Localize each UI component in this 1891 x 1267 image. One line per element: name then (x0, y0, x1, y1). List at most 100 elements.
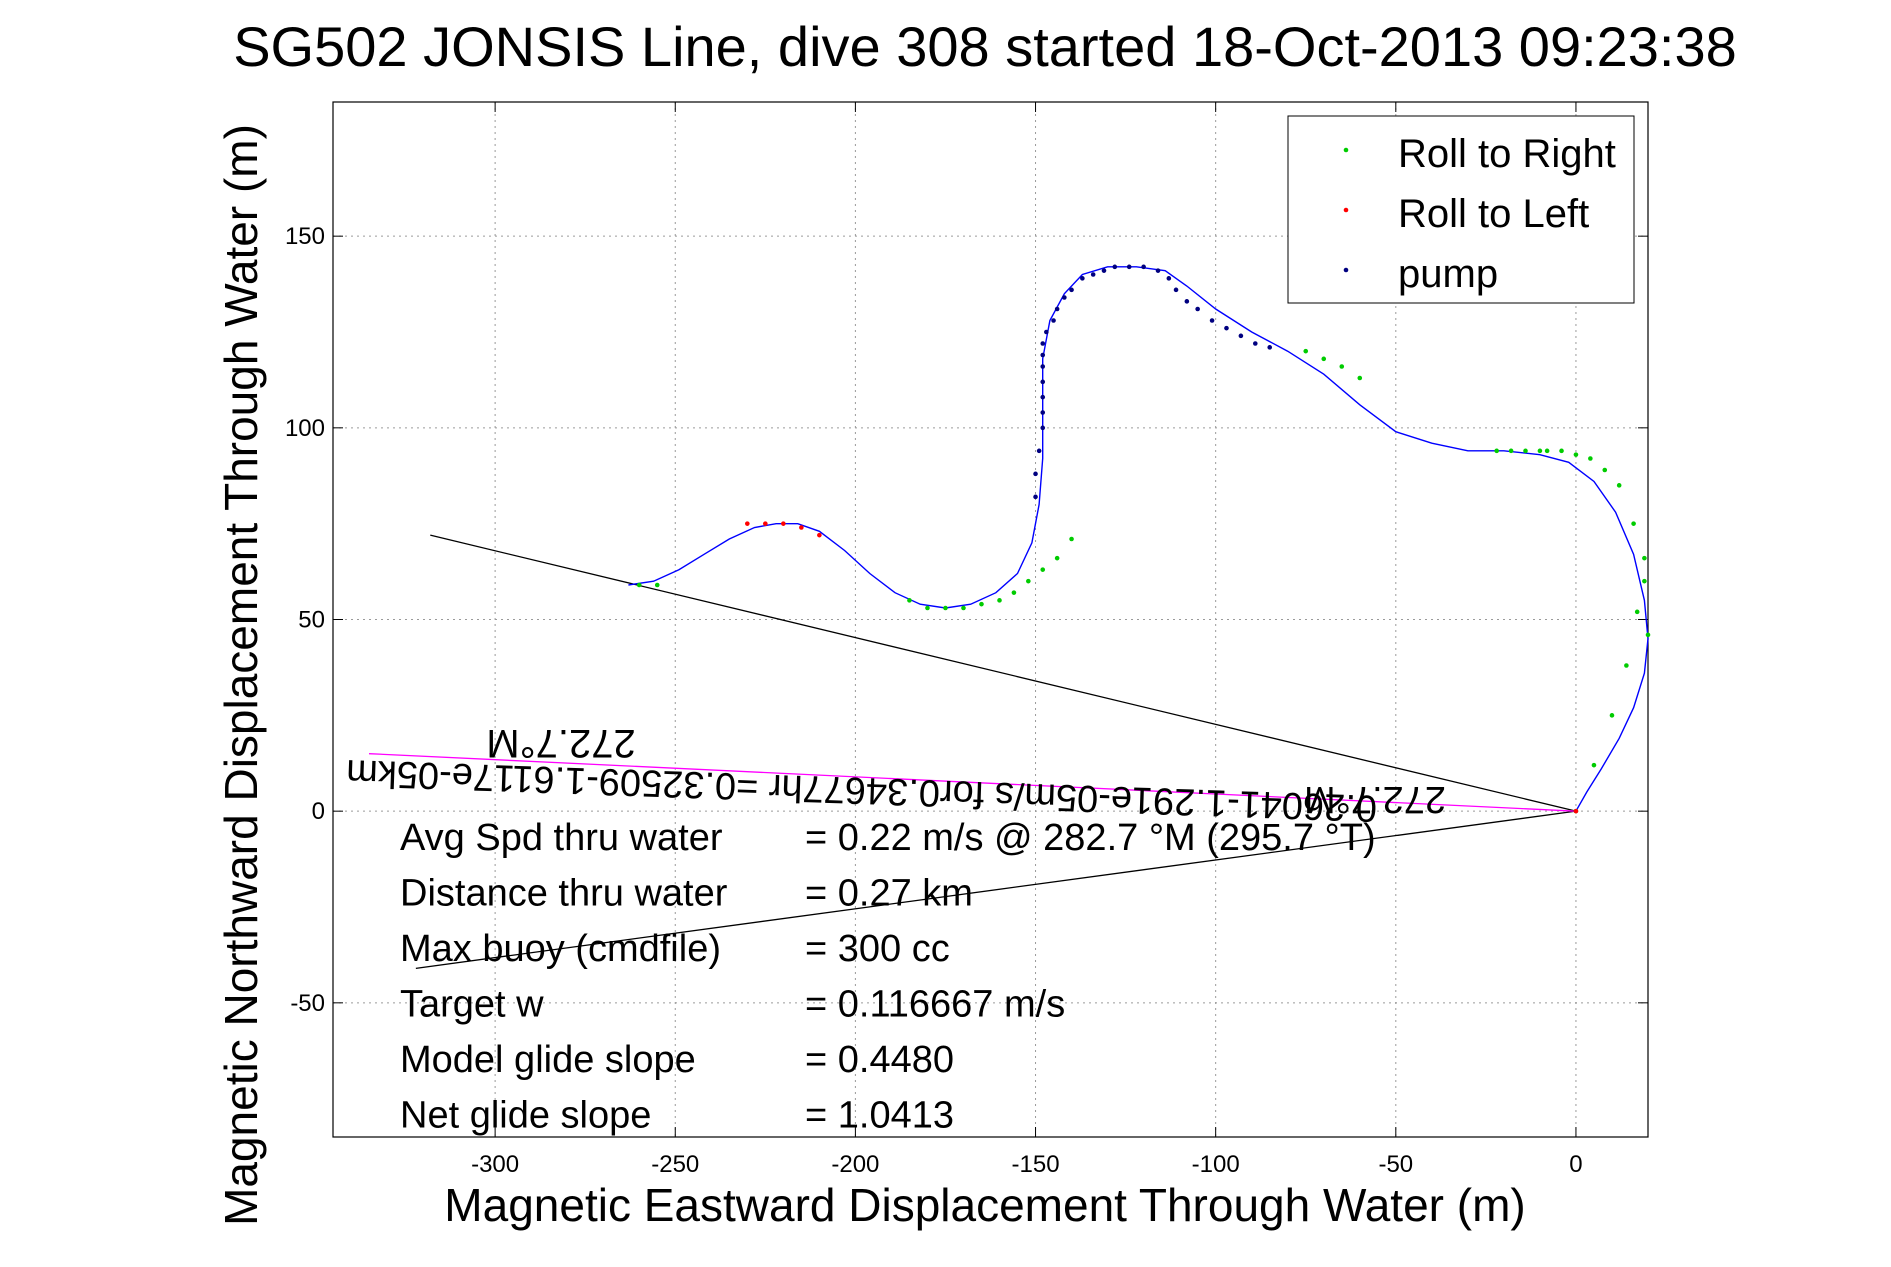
pump-point (1040, 341, 1046, 346)
roll-right-point (1026, 578, 1031, 584)
heading-line (415, 810, 1577, 969)
roll-right-point (1508, 448, 1514, 454)
stats-value: = 0.116667 m/s (805, 984, 1065, 1026)
roll-right-point (1645, 632, 1651, 638)
legend-marker (1343, 267, 1349, 273)
roll-right-point (1588, 456, 1593, 461)
pump-point (1195, 306, 1200, 312)
stats-label: Target w (400, 984, 544, 1026)
pump-point (1090, 272, 1096, 277)
x-axis-label: Magnetic Eastward Displacement Through W… (444, 1179, 1525, 1231)
roll-right-point (636, 582, 642, 588)
chart-title: SG502 JONSIS Line, dive 308 started 18-O… (233, 15, 1737, 78)
roll-right-point (1321, 356, 1327, 362)
pump-point (1080, 276, 1085, 281)
roll-left-point (763, 521, 768, 526)
pump-point (1033, 494, 1038, 500)
pump-point (1112, 264, 1118, 270)
glider-track (628, 266, 1649, 812)
x-tick-label: -150 (1012, 1151, 1060, 1178)
stats-value: = 300 cc (805, 928, 950, 970)
roll-right-point (1303, 348, 1309, 354)
roll-right-point (979, 601, 984, 607)
pump-point (1166, 276, 1172, 281)
roll-right-point (1624, 663, 1629, 668)
inverted-annotation: 272.7°M (486, 721, 635, 765)
roll-right-point (1339, 364, 1345, 369)
stats-value: = 0.4480 (805, 1039, 954, 1081)
stats-label: Model glide slope (400, 1039, 696, 1081)
pump-point (1101, 268, 1107, 273)
roll-right-point (1011, 590, 1017, 595)
pump-point (1040, 379, 1046, 385)
y-tick-label: 0 (312, 798, 325, 825)
stats-label: Max buoy (cmdfile) (400, 928, 721, 970)
x-tick-label: 0 (1569, 1151, 1582, 1178)
roll-left-point (781, 521, 786, 526)
legend-entry: Roll to Left (1398, 192, 1589, 236)
pump-point (1173, 287, 1179, 293)
roll-right-point (997, 598, 1002, 603)
y-tick-label: 50 (298, 607, 325, 634)
roll-right-point (907, 598, 912, 603)
pump-point (1054, 306, 1060, 312)
pump-point (1184, 299, 1190, 304)
pump-point (1033, 471, 1038, 477)
legend-entry: pump (1398, 252, 1498, 296)
roll-right-point (1591, 762, 1597, 768)
legend-marker (1343, 147, 1349, 153)
pump-point (1040, 364, 1046, 369)
y-tick-label: 100 (285, 415, 325, 442)
stats-value: = 0.27 km (805, 873, 973, 915)
roll-right-point (1559, 448, 1564, 454)
x-tick-label: -250 (651, 1151, 699, 1178)
roll-right-point (1054, 555, 1060, 561)
x-tick-label: -200 (831, 1151, 879, 1178)
y-tick-label: 150 (285, 223, 325, 250)
current-vector-line (368, 753, 1576, 812)
roll-right-point (1642, 578, 1647, 584)
roll-right-point (1040, 567, 1046, 572)
roll-right-point (1069, 536, 1074, 542)
roll-right-point (1544, 448, 1550, 454)
pump-point (1044, 329, 1049, 335)
legend-entry: Roll to Right (1398, 132, 1616, 176)
roll-left-point (745, 521, 750, 526)
roll-right-point (1357, 375, 1363, 381)
pump-point (1224, 325, 1229, 331)
inverted-annotation: 272.7°M (1304, 778, 1446, 820)
y-axis-label: Magnetic Northward Displacement Through … (215, 124, 267, 1226)
x-tick-label: -100 (1192, 1151, 1240, 1178)
pump-point (1126, 264, 1132, 270)
x-tick-label: -300 (471, 1151, 519, 1178)
roll-right-point (1631, 521, 1636, 526)
pump-point (1253, 341, 1258, 346)
pump-point (1155, 268, 1161, 273)
pump-point (1040, 410, 1046, 415)
pump-point (1062, 295, 1067, 300)
pump-point (1036, 448, 1042, 454)
roll-right-point (1602, 467, 1608, 473)
pump-point (1040, 425, 1046, 431)
roll-right-point (1634, 609, 1640, 615)
stats-value: = 1.0413 (805, 1095, 954, 1137)
roll-right-point (1609, 713, 1615, 718)
roll-right-point (1523, 448, 1528, 454)
stats-label: Net glide slope (400, 1095, 651, 1137)
y-tick-label: -50 (290, 990, 325, 1017)
pump-point (1040, 352, 1046, 358)
roll-left-point (817, 532, 822, 538)
roll-right-point (925, 605, 930, 611)
pump-point (1209, 318, 1215, 323)
pump-point (1051, 318, 1056, 323)
roll-right-point (654, 582, 660, 588)
x-tick-label: -50 (1378, 1151, 1413, 1178)
roll-right-point (961, 605, 966, 611)
roll-left-point (1573, 808, 1579, 814)
roll-right-point (1494, 448, 1499, 454)
pump-point (1141, 264, 1146, 270)
roll-right-point (1642, 555, 1647, 561)
pump-point (1267, 345, 1273, 350)
